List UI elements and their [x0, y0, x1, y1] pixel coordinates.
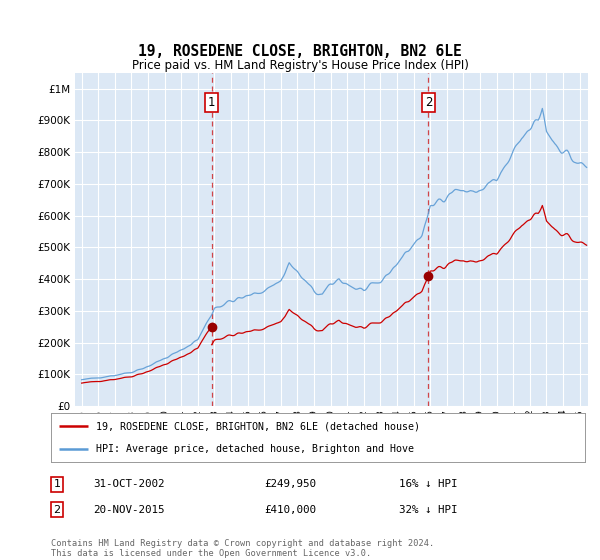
Text: 19, ROSEDENE CLOSE, BRIGHTON, BN2 6LE: 19, ROSEDENE CLOSE, BRIGHTON, BN2 6LE [138, 44, 462, 59]
Text: 2: 2 [425, 96, 432, 109]
Text: £249,950: £249,950 [264, 479, 316, 489]
Text: 31-OCT-2002: 31-OCT-2002 [93, 479, 164, 489]
Text: 2: 2 [53, 505, 61, 515]
Text: 19, ROSEDENE CLOSE, BRIGHTON, BN2 6LE (detached house): 19, ROSEDENE CLOSE, BRIGHTON, BN2 6LE (d… [97, 421, 421, 431]
Text: £410,000: £410,000 [264, 505, 316, 515]
Text: 32% ↓ HPI: 32% ↓ HPI [399, 505, 458, 515]
Text: HPI: Average price, detached house, Brighton and Hove: HPI: Average price, detached house, Brig… [97, 444, 415, 454]
Text: Price paid vs. HM Land Registry's House Price Index (HPI): Price paid vs. HM Land Registry's House … [131, 59, 469, 72]
Text: 1: 1 [53, 479, 61, 489]
Text: 20-NOV-2015: 20-NOV-2015 [93, 505, 164, 515]
Text: 16% ↓ HPI: 16% ↓ HPI [399, 479, 458, 489]
Text: Contains HM Land Registry data © Crown copyright and database right 2024.
This d: Contains HM Land Registry data © Crown c… [51, 539, 434, 558]
Text: 1: 1 [208, 96, 215, 109]
